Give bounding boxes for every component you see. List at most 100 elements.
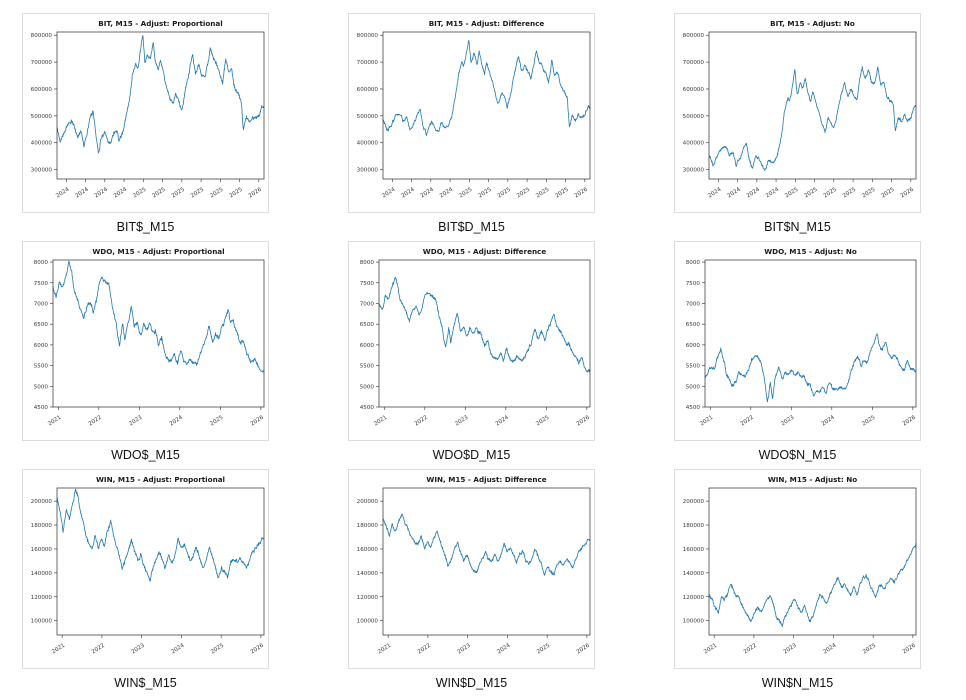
y-tick-label: 200000 [31, 499, 53, 505]
x-tick-label: 2021 [47, 414, 63, 427]
x-tick-label: 2025 [477, 186, 493, 199]
y-tick-label: 500000 [683, 114, 705, 120]
x-tick-label: 2025 [209, 414, 225, 427]
chart-caption: WDO$_M15 [111, 448, 180, 462]
chart-title: WIN, M15 - Adjust: No [768, 475, 857, 484]
x-tick-label: 2025 [784, 186, 800, 199]
y-tick-label: 400000 [683, 141, 705, 147]
x-tick-label: 2025 [842, 186, 858, 199]
chart-title: WIN, M15 - Adjust: Difference [426, 475, 546, 484]
x-tick-label: 2024 [707, 186, 723, 199]
y-tick-label: 700000 [31, 60, 53, 66]
y-tick-label: 200000 [683, 499, 705, 505]
x-tick-label: 2026 [574, 186, 590, 199]
y-tick-label: 300000 [683, 168, 705, 174]
axes-spines [708, 487, 917, 636]
chart-card-win-difference: WIN, M15 - Adjust: Difference 100000 12000… [348, 469, 595, 669]
y-tick-label: 5500 [360, 364, 375, 370]
x-tick-label: 2024 [496, 642, 512, 655]
x-tick-label: 2025 [862, 642, 878, 655]
y-tick-label: 8000 [34, 260, 49, 266]
x-tick-label: 2024 [169, 414, 185, 427]
x-tick-label: 2021 [377, 642, 393, 655]
chart-title: WDO, M15 - Adjust: No [764, 247, 857, 256]
x-tick-label: 2025 [535, 414, 551, 427]
y-tick-label: 6500 [360, 322, 375, 328]
x-tick-label: 2021 [51, 642, 67, 655]
chart-card-wdo-difference: WDO, M15 - Adjust: Difference 4500 5000 550… [348, 241, 595, 441]
x-tick-label: 2025 [861, 186, 877, 199]
series-line [708, 66, 917, 171]
x-tick-label: 2024 [400, 186, 416, 199]
x-tick-label: 2022 [743, 643, 758, 656]
x-tick-label: 2024 [420, 186, 436, 199]
chart-caption: WIN$_M15 [114, 676, 177, 690]
axes-spines [52, 259, 265, 408]
y-tick-label: 4500 [360, 405, 375, 411]
x-tick-label: 2025 [535, 186, 551, 199]
x-tick-label: 2024 [746, 186, 762, 199]
chart-cell: WIN, M15 - Adjust: Proportional 100000 120… [22, 469, 269, 697]
series-line [708, 542, 917, 628]
chart-caption: WDO$D_M15 [432, 448, 511, 462]
series-line [704, 333, 917, 403]
x-tick-label: 2025 [458, 186, 474, 199]
axes-spines [382, 487, 591, 636]
y-tick-label: 160000 [31, 547, 53, 553]
y-tick-label: 120000 [683, 595, 705, 601]
x-tick-label: 2025 [209, 186, 225, 199]
chart-cell: BIT, M15 - Adjust: Proportional 300000 400… [22, 13, 269, 241]
chart-caption: WIN$N_M15 [761, 676, 834, 690]
x-tick-label: 2025 [823, 186, 839, 199]
y-tick-label: 160000 [357, 547, 379, 553]
x-tick-label: 2026 [900, 186, 916, 199]
y-tick-label: 6000 [360, 343, 375, 349]
y-tick-label: 7000 [360, 301, 375, 307]
chart-card-wdo-no: WDO, M15 - Adjust: No 4500 5000 5500 6000 650… [674, 241, 921, 441]
x-tick-label: 2026 [250, 642, 266, 655]
y-tick-label: 160000 [683, 547, 705, 553]
y-tick-label: 7500 [360, 281, 375, 287]
y-tick-label: 300000 [31, 168, 53, 174]
y-tick-label: 140000 [683, 571, 705, 577]
chart-card-bit-difference: BIT, M15 - Adjust: Difference 300000 40000… [348, 13, 595, 213]
series-line [56, 34, 265, 154]
x-tick-label: 2026 [248, 186, 264, 199]
chart-card-win-no: WIN, M15 - Adjust: No 100000 120000 140000 1… [674, 469, 921, 669]
y-tick-label: 800000 [683, 33, 705, 39]
chart-title: BIT, M15 - Adjust: Proportional [98, 19, 222, 28]
axes-spines [708, 31, 917, 180]
y-tick-label: 700000 [683, 60, 705, 66]
x-tick-label: 2025 [803, 186, 819, 199]
axes-spines [56, 31, 265, 180]
x-tick-label: 2024 [765, 186, 781, 199]
x-tick-label: 2025 [497, 186, 513, 199]
y-tick-label: 300000 [357, 168, 379, 174]
chart-caption: BIT$D_M15 [438, 220, 505, 234]
x-tick-label: 2024 [821, 414, 837, 427]
x-tick-label: 2021 [703, 642, 719, 655]
x-tick-label: 2023 [783, 642, 799, 655]
y-tick-label: 600000 [31, 87, 53, 93]
x-tick-label: 2023 [131, 642, 147, 655]
x-tick-label: 2025 [516, 186, 532, 199]
y-tick-label: 180000 [683, 523, 705, 529]
x-tick-label: 2022 [91, 643, 106, 656]
chart-title: BIT, M15 - Adjust: Difference [429, 19, 545, 28]
y-tick-label: 7000 [686, 301, 701, 307]
x-tick-label: 2025 [861, 414, 877, 427]
series-line [56, 488, 265, 582]
chart-card-bit-no: BIT, M15 - Adjust: No 300000 400000 500000 6… [674, 13, 921, 213]
chart-cell: WIN, M15 - Adjust: Difference 100000 12000… [348, 469, 595, 697]
chart-card-win-proportional: WIN, M15 - Adjust: Proportional 100000 120… [22, 469, 269, 669]
y-tick-label: 500000 [357, 114, 379, 120]
x-tick-label: 2025 [151, 186, 167, 199]
y-tick-label: 100000 [683, 619, 705, 625]
x-tick-label: 2025 [210, 642, 226, 655]
axes-spines [56, 487, 265, 636]
series-line [378, 276, 591, 373]
y-tick-label: 120000 [31, 595, 53, 601]
chart-canvas-win-no: WIN, M15 - Adjust: No 100000 120000 140000 1… [683, 475, 918, 656]
y-tick-label: 8000 [686, 260, 701, 266]
x-tick-label: 2021 [373, 414, 389, 427]
